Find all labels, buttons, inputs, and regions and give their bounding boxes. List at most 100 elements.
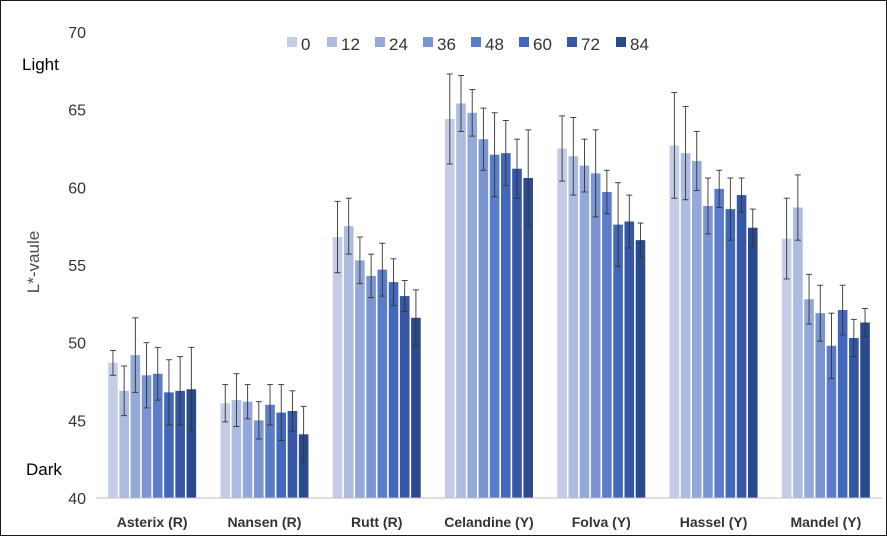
bar xyxy=(377,269,388,498)
legend-label: 60 xyxy=(533,35,552,54)
bar xyxy=(568,156,579,498)
bar xyxy=(388,282,399,498)
bar xyxy=(512,168,522,498)
bar xyxy=(445,118,455,498)
error-bar xyxy=(704,177,711,235)
bar xyxy=(152,373,163,498)
bar xyxy=(804,299,814,498)
dark-annotation: Dark xyxy=(26,460,62,479)
error-bar xyxy=(334,200,341,274)
bar xyxy=(343,226,354,498)
bar xyxy=(736,195,747,498)
error-bar xyxy=(592,129,599,218)
error-bar xyxy=(716,169,723,208)
error-bar xyxy=(244,384,251,420)
bar xyxy=(186,389,197,498)
legend-item: 72 xyxy=(567,35,600,54)
error-bar xyxy=(738,177,745,213)
error-bar xyxy=(412,289,419,347)
legend-label: 48 xyxy=(485,35,504,54)
bar xyxy=(456,103,466,498)
error-bar xyxy=(469,89,476,137)
error-bar xyxy=(862,308,869,337)
y-tick-label: 65 xyxy=(68,103,86,120)
legend-item: 24 xyxy=(375,35,408,54)
legend-swatch xyxy=(287,37,297,47)
legend-item: 48 xyxy=(471,35,504,54)
error-bar xyxy=(109,349,116,376)
error-bar xyxy=(480,107,487,171)
x-tick-label: Asterix (R) xyxy=(117,514,188,530)
error-bar xyxy=(671,92,678,199)
error-bar xyxy=(727,177,734,241)
bar xyxy=(467,112,477,499)
bar xyxy=(602,191,612,498)
bar xyxy=(478,139,489,498)
legend-item: 0 xyxy=(287,35,310,54)
error-bar xyxy=(559,115,566,182)
error-bar xyxy=(233,373,240,427)
bars xyxy=(108,73,870,499)
legend-item: 84 xyxy=(616,35,649,54)
error-bar xyxy=(806,273,813,325)
error-bar xyxy=(828,312,835,379)
bar xyxy=(590,173,601,498)
error-bar xyxy=(783,197,790,280)
error-bar xyxy=(368,253,375,299)
error-bar xyxy=(132,317,139,393)
y-tick-label: 70 xyxy=(68,25,86,42)
legend-label: 0 xyxy=(301,35,310,54)
error-bar xyxy=(514,138,520,199)
bar xyxy=(703,205,713,498)
bar xyxy=(130,355,141,498)
bar xyxy=(747,227,758,498)
legend: 0 12 24 36 48 60 72 84 xyxy=(287,35,649,54)
bar xyxy=(523,178,533,498)
error-bar xyxy=(300,405,307,463)
error-bar xyxy=(356,236,363,285)
legend-label: 12 xyxy=(341,35,360,54)
error-bar xyxy=(379,242,386,297)
error-bar xyxy=(570,116,577,196)
bar xyxy=(231,400,242,498)
y-tick-label: 50 xyxy=(68,336,86,353)
error-bar xyxy=(682,106,689,201)
bar xyxy=(298,434,309,498)
error-bar xyxy=(525,129,532,227)
bar xyxy=(265,404,275,498)
y-tick-label: 40 xyxy=(68,491,86,508)
error-bar xyxy=(581,138,588,193)
bar xyxy=(669,145,680,499)
bar xyxy=(635,240,646,498)
legend-label: 84 xyxy=(630,35,649,54)
error-bar xyxy=(401,280,408,313)
error-bar xyxy=(289,390,296,432)
bar xyxy=(489,154,500,499)
legend-label: 24 xyxy=(389,35,408,54)
bar xyxy=(837,310,848,498)
bar xyxy=(119,390,129,498)
error-bar xyxy=(165,359,172,426)
error-bar xyxy=(794,174,801,241)
bar xyxy=(366,275,376,498)
bar xyxy=(826,345,837,498)
bar xyxy=(714,188,724,499)
legend-swatch xyxy=(471,37,481,47)
error-bar xyxy=(255,401,262,440)
bar xyxy=(332,237,343,499)
x-tick-label: Nansen (R) xyxy=(227,514,301,530)
legend-swatch xyxy=(567,37,577,47)
y-tick-label: 45 xyxy=(68,413,86,430)
bar xyxy=(613,224,623,498)
error-bar xyxy=(637,222,644,258)
bar xyxy=(175,390,185,498)
bar xyxy=(242,401,253,498)
x-tick-label: Mandel (Y) xyxy=(790,514,861,530)
legend-swatch xyxy=(616,37,626,47)
legend-item: 36 xyxy=(423,35,456,54)
bar xyxy=(793,207,803,498)
bar xyxy=(815,313,826,498)
bar xyxy=(276,412,287,498)
error-bar xyxy=(603,169,610,215)
